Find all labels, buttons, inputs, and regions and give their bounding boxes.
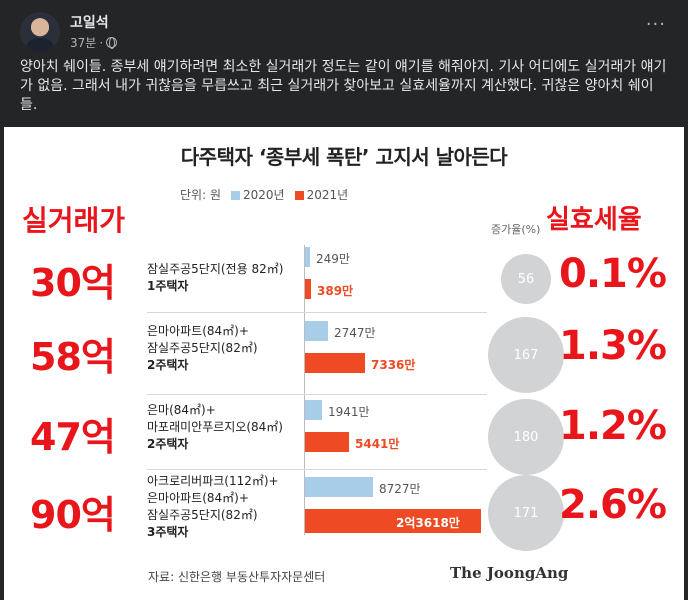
- legend-2020: 2020년: [230, 186, 285, 203]
- chart-axis: [304, 245, 305, 535]
- row-divider: [147, 394, 487, 395]
- row-4-type: 3주택자: [147, 525, 189, 539]
- post-text: 양아치 쉐이들. 종부세 얘기하려면 최소한 실거래가 정도는 같이 얘기를 해…: [20, 59, 667, 113]
- row-1-rate-circle: 56: [501, 254, 551, 304]
- row-1-line1: 잠실주공5단지(전용 82㎡): [147, 262, 284, 276]
- row-3-line1: 은마(84㎡)+: [147, 403, 216, 417]
- row-2-value-2020: 2747만: [334, 326, 376, 340]
- row-2-bar-2021: [305, 353, 365, 373]
- row-divider: [147, 312, 487, 313]
- row-4-line1: 아크로리버파크(112㎡)+: [147, 474, 279, 488]
- row-2-bar-2020: [305, 321, 328, 341]
- post-time[interactable]: 37분: [70, 36, 97, 50]
- facebook-post: 고일석 37분 · ··· 양아치 쉐이들. 종부세 얘기하려면 최소한 실거래…: [4, 0, 684, 600]
- post-meta: 37분 ·: [70, 34, 118, 51]
- rate-header: 증가율(%): [491, 223, 541, 236]
- row-3-value-2021: 5441만: [355, 437, 400, 451]
- row-4-effective-rate: 2.6%: [559, 482, 667, 528]
- row-4-label: 아크로리버파크(112㎡)+ 은마아파트(84㎡)+ 잠실주공5단지(82㎡) …: [147, 473, 279, 541]
- row-4-line2: 은마아파트(84㎡)+: [147, 491, 249, 505]
- row-2-value-2021: 7336만: [371, 358, 416, 372]
- row-2-price: 58억: [30, 335, 116, 379]
- row-4-price: 90억: [30, 493, 116, 537]
- separator-dot: ·: [99, 35, 104, 50]
- legend-2021-label: 2021년: [306, 188, 349, 202]
- row-1-value-2020: 249만: [316, 252, 350, 266]
- legend-2020-label: 2020년: [242, 188, 285, 202]
- row-3-value-2020: 1941만: [328, 405, 370, 419]
- globe-icon[interactable]: [106, 37, 118, 49]
- legend: 단위: 원 2020년 2021년: [180, 186, 348, 203]
- row-3-rate-circle: 180: [488, 399, 564, 475]
- legend-swatch-2020: [230, 191, 240, 200]
- row-1-bar-2021: [305, 279, 311, 299]
- post-image[interactable]: 다주택자 ‘종부세 폭탄’ 고지서 날아든다 단위: 원 2020년 2021년…: [4, 127, 684, 600]
- row-1-type: 1주택자: [147, 279, 189, 293]
- row-3-label: 은마(84㎡)+ 마포래미안푸르지오(84㎡) 2주택자: [147, 402, 283, 453]
- row-2-effective-rate: 1.3%: [559, 323, 667, 369]
- row-3-type: 2주택자: [147, 437, 189, 451]
- row-2-line1: 은마아파트(84㎡)+: [147, 324, 249, 338]
- row-4-bar-2021: [305, 509, 481, 533]
- brand-logo: The JoongAng: [450, 564, 569, 582]
- row-4-rate-circle: 171: [488, 475, 564, 551]
- row-3-effective-rate: 1.2%: [559, 403, 667, 449]
- left-header: 실거래가: [22, 204, 126, 237]
- row-4-line3: 잠실주공5단지(82㎡): [147, 508, 258, 522]
- row-1-effective-rate: 0.1%: [559, 251, 667, 297]
- row-4-bar-2020: [305, 477, 373, 497]
- row-1-bar-2020: [305, 247, 310, 267]
- author-avatar[interactable]: [20, 12, 60, 52]
- row-1-label: 잠실주공5단지(전용 82㎡) 1주택자: [147, 261, 283, 295]
- row-2-label: 은마아파트(84㎡)+ 잠실주공5단지(82㎡) 2주택자: [147, 323, 258, 374]
- legend-swatch-2021: [294, 191, 304, 200]
- row-4-value-2021: 2억3618만: [396, 516, 460, 530]
- more-options-icon[interactable]: ···: [645, 14, 666, 35]
- row-2-rate-circle: 167: [488, 317, 564, 393]
- row-4-value-2020: 8727만: [379, 482, 421, 496]
- source-note: 자료: 신한은행 부동산투자자문센터: [148, 570, 326, 584]
- figure-title: 다주택자 ‘종부세 폭탄’ 고지서 날아든다: [180, 145, 508, 169]
- row-divider: [147, 469, 487, 470]
- row-2-type: 2주택자: [147, 358, 189, 372]
- legend-2021: 2021년: [294, 186, 349, 203]
- row-1-value-2021: 389만: [317, 284, 354, 298]
- row-1-price: 30억: [30, 261, 116, 305]
- right-header: 실효세율: [546, 205, 642, 235]
- row-3-price: 47억: [30, 415, 116, 459]
- unit-label: 단위: 원: [180, 188, 221, 202]
- row-3-bar-2021: [305, 432, 349, 452]
- row-3-line2: 마포래미안푸르지오(84㎡): [147, 420, 283, 434]
- row-3-bar-2020: [305, 400, 322, 420]
- row-2-line2: 잠실주공5단지(82㎡): [147, 341, 258, 355]
- author-name[interactable]: 고일석: [70, 15, 109, 31]
